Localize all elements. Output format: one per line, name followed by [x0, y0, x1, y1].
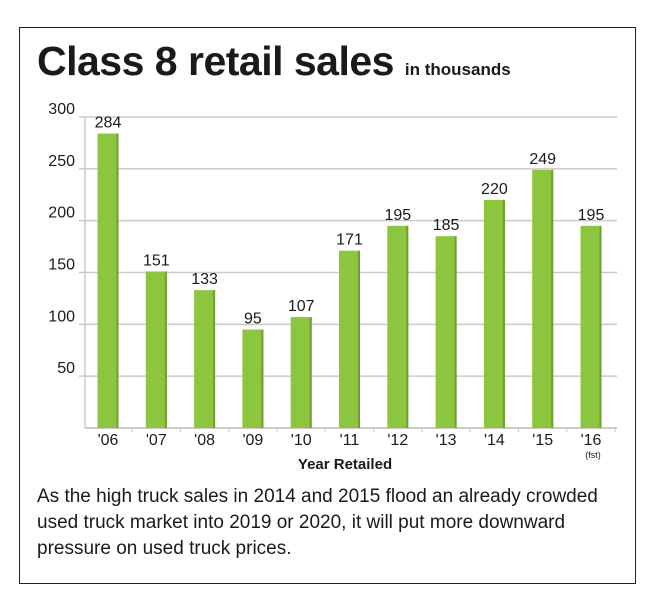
data-label: 107	[288, 298, 315, 315]
data-label: 185	[433, 217, 460, 234]
bar-shadow	[116, 133, 119, 428]
x-tick-label: '13	[436, 432, 457, 449]
bar	[435, 236, 457, 428]
x-tick-label: '14	[484, 432, 505, 449]
bar-shadow	[551, 169, 554, 428]
data-label: 284	[95, 115, 122, 132]
chart-subtitle: in thousands	[404, 60, 511, 79]
chart-title: Class 8 retail sales in thousands	[37, 38, 511, 84]
bar-shadow	[309, 317, 312, 428]
y-tick-label: 150	[48, 257, 75, 274]
x-tick-label: '12	[387, 432, 408, 449]
data-label: 151	[143, 252, 170, 269]
bar-shadow	[599, 225, 602, 428]
x-tick-label: '06	[98, 432, 119, 449]
y-tick-label: 100	[48, 308, 75, 325]
x-tick-label: '09	[242, 432, 263, 449]
bar-shadow	[164, 271, 167, 428]
bar-shadow	[358, 250, 360, 428]
bar	[483, 199, 505, 428]
y-tick-label: 200	[48, 205, 75, 222]
data-label: 195	[384, 207, 411, 224]
data-label: 249	[529, 151, 556, 168]
x-tick-label: '15	[532, 432, 553, 449]
data-label: 195	[578, 207, 605, 224]
y-tick-label: 250	[48, 153, 75, 170]
bar-shadow	[261, 329, 264, 428]
bar	[339, 250, 360, 428]
bar	[97, 133, 119, 428]
y-tick-label: 300	[48, 101, 75, 118]
bar	[387, 225, 409, 428]
data-label: 133	[191, 271, 218, 288]
x-tick-label: '07	[146, 432, 167, 449]
bar-shadow	[454, 236, 457, 428]
data-label: 220	[481, 181, 508, 198]
x-tick-label: '10	[291, 432, 312, 449]
bar	[532, 169, 554, 428]
caption: As the high truck sales in 2014 and 2015…	[37, 486, 598, 559]
data-label: 95	[244, 311, 262, 328]
x-tick-label: '08	[194, 432, 215, 449]
bar-shadow	[213, 290, 216, 428]
x-axis-label: Year Retailed	[298, 456, 392, 473]
x-tick-note: (fst)	[585, 450, 601, 460]
bar	[145, 271, 167, 428]
bar	[242, 329, 264, 428]
x-tick-label: '11	[340, 432, 360, 449]
bar	[580, 225, 602, 428]
y-tick-label: 50	[57, 360, 75, 377]
bar-shadow	[406, 225, 409, 428]
x-tick-label: '16	[581, 432, 602, 449]
bar	[194, 290, 216, 428]
chart-frame	[19, 27, 636, 584]
bar-shadow	[502, 199, 505, 428]
bar	[290, 317, 312, 428]
data-label: 171	[336, 232, 363, 249]
